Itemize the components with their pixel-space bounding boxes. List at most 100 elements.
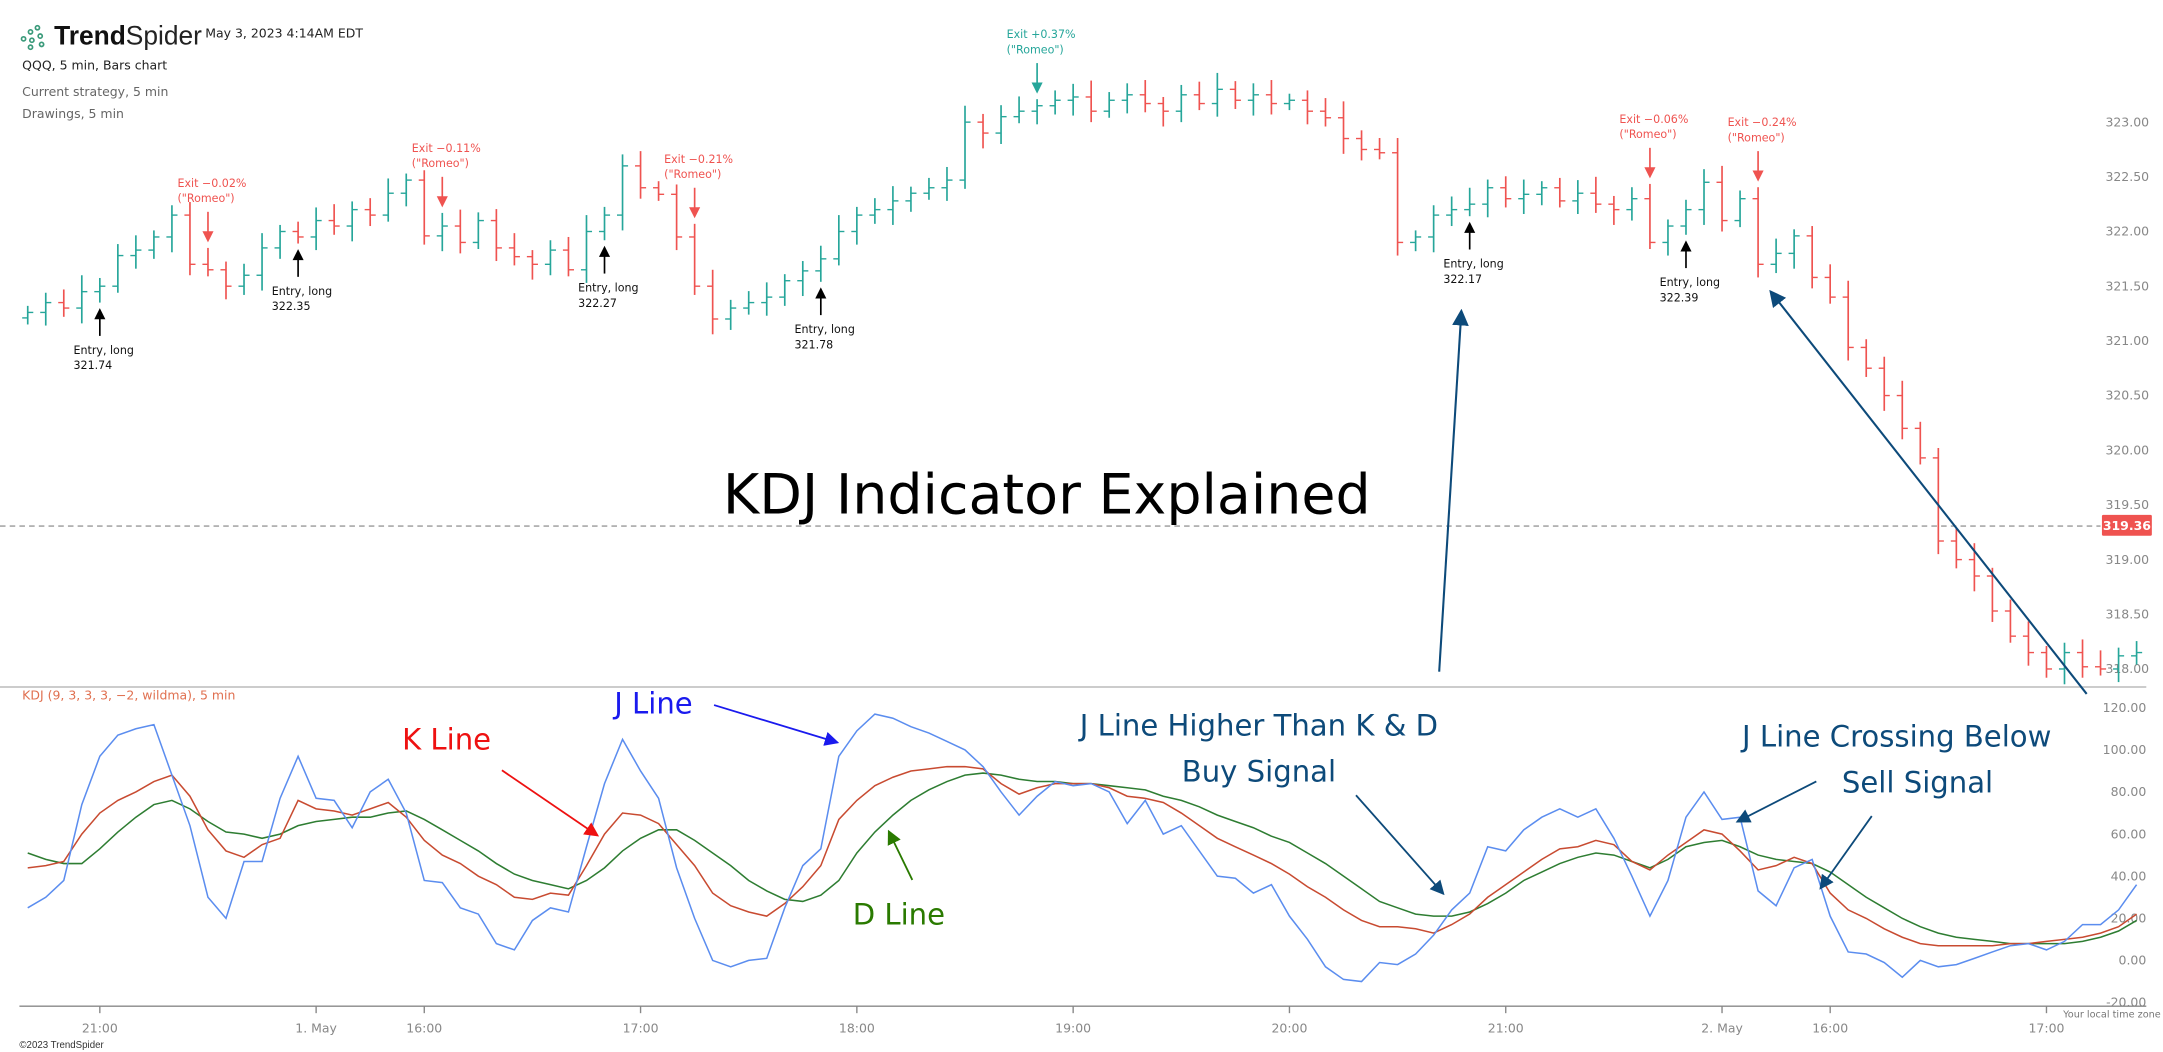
buy-entry-arrow [1438,308,1469,672]
price-bar [887,186,899,225]
time-tick-label: 16:00 [406,1021,442,1036]
price-bar [472,212,484,250]
price-bar [364,198,376,227]
price-bar [580,215,593,283]
exit-label: Exit −0.21% [664,153,733,166]
price-bar [598,206,611,241]
exit-arrow-icon [1752,170,1764,182]
price-bar [2095,650,2107,676]
price-bar [1572,180,1584,215]
price-bar [1824,264,1836,304]
time-tick-label: 20:00 [1271,1021,1307,1036]
price-bar [454,209,466,254]
kdj-tick-label: 60.00 [2111,826,2147,841]
exit-label: Exit −0.02% [177,177,246,190]
strategy-info[interactable]: Current strategy, 5 min [22,86,169,100]
kdj-tick-label: 20.00 [2111,910,2147,925]
entry-label: Entry, long [1660,276,1720,289]
exit-strategy: ("Romeo") [177,192,234,205]
price-bar [725,299,737,330]
price-bar [184,201,196,276]
price-bar [1518,179,1530,215]
price-bar [1734,190,1746,228]
symbol-info[interactable]: QQQ, 5 min, Bars chart [22,59,168,74]
price-bar [1752,187,1764,278]
j-line-arrow [713,704,840,746]
price-bar [76,275,88,324]
sell-signal-arrow [1819,815,1873,890]
exit-arrow-icon [1031,82,1043,94]
exit-strategy: ("Romeo") [1728,131,1785,144]
kdj-indicator-label[interactable]: KDJ (9, 3, 3, 3, −2, wildma), 5 min [22,689,236,704]
exit-arrow-icon [689,207,701,219]
price-bar [1013,96,1025,124]
entry-arrow-icon [1464,221,1476,233]
price-bar [1410,230,1422,252]
exit-arrow-icon [436,196,448,208]
price-bar [166,205,178,253]
kdj-tick-label: -20.00 [2106,995,2146,1010]
k-line-series [27,765,2138,947]
annotation-k-line: K Line [402,722,491,756]
price-bar [1698,169,1710,225]
price-bar [526,250,538,280]
price-bar [1337,101,1350,154]
price-bar [1536,181,1548,206]
price-bar [851,206,863,245]
price-bar [977,113,989,149]
price-bar [797,261,809,297]
last-price-badge [2101,514,2152,536]
signal-marker-entry: Entry, long 321.78 [794,287,855,351]
exit-strategy: ("Romeo") [664,168,721,181]
price-bar [2040,646,2053,678]
price-tick-label: 319.50 [2105,497,2149,512]
entry-price: 322.35 [272,300,311,313]
price-bar [1644,183,1656,250]
entry-arrow-icon [94,308,106,320]
timestamp: May 3, 2023 4:14AM EDT [205,27,363,42]
price-bar [2022,621,2034,666]
entry-arrow-icon [598,245,611,257]
price-bar [635,151,647,199]
price-bar [310,207,322,251]
price-bar [1049,90,1061,115]
price-bar [22,305,34,325]
price-bar [1428,205,1440,253]
price-bar [923,177,935,200]
price-bar [274,224,286,259]
annotation-d-line: D Line [853,897,945,931]
price-bar [1392,137,1404,256]
price-tick-label: 320.50 [2105,388,2149,403]
price-bar [941,166,953,201]
signal-marker-entry: Entry, long 322.39 [1660,240,1720,304]
exit-label: Exit +0.37% [1007,28,1076,41]
price-bar [653,181,665,201]
price-bar [400,173,412,207]
exit-arrow-icon [202,231,214,243]
price-bar [779,274,791,306]
drawings-info[interactable]: Drawings, 5 min [22,108,124,123]
kdj-lines [27,713,2138,983]
price-tick-label: 322.00 [2105,224,2149,239]
exit-label: Exit −0.11% [412,142,481,155]
timezone-note: Your local time zone [2063,1009,2161,1021]
signal-marker-entry: Entry, long 321.74 [73,308,134,372]
price-bar [1932,448,1944,555]
price-tick-label: 322.50 [2105,169,2149,184]
price-bar [1590,176,1602,213]
price-bar [328,204,340,235]
price-bar [256,233,268,291]
price-bar [112,244,124,293]
price-bar [1626,187,1638,221]
kdj-tick-label: 80.00 [2111,784,2147,799]
sell-crossing-arrow [1735,780,1817,823]
annotation-sell-line2: Sell Signal [1842,765,1993,799]
price-bar [544,240,556,276]
exit-strategy: ("Romeo") [1007,43,1064,56]
price-bar [1085,80,1097,123]
price-bar [2076,639,2089,678]
price-bar [1319,98,1332,127]
price-bar [2131,641,2143,665]
